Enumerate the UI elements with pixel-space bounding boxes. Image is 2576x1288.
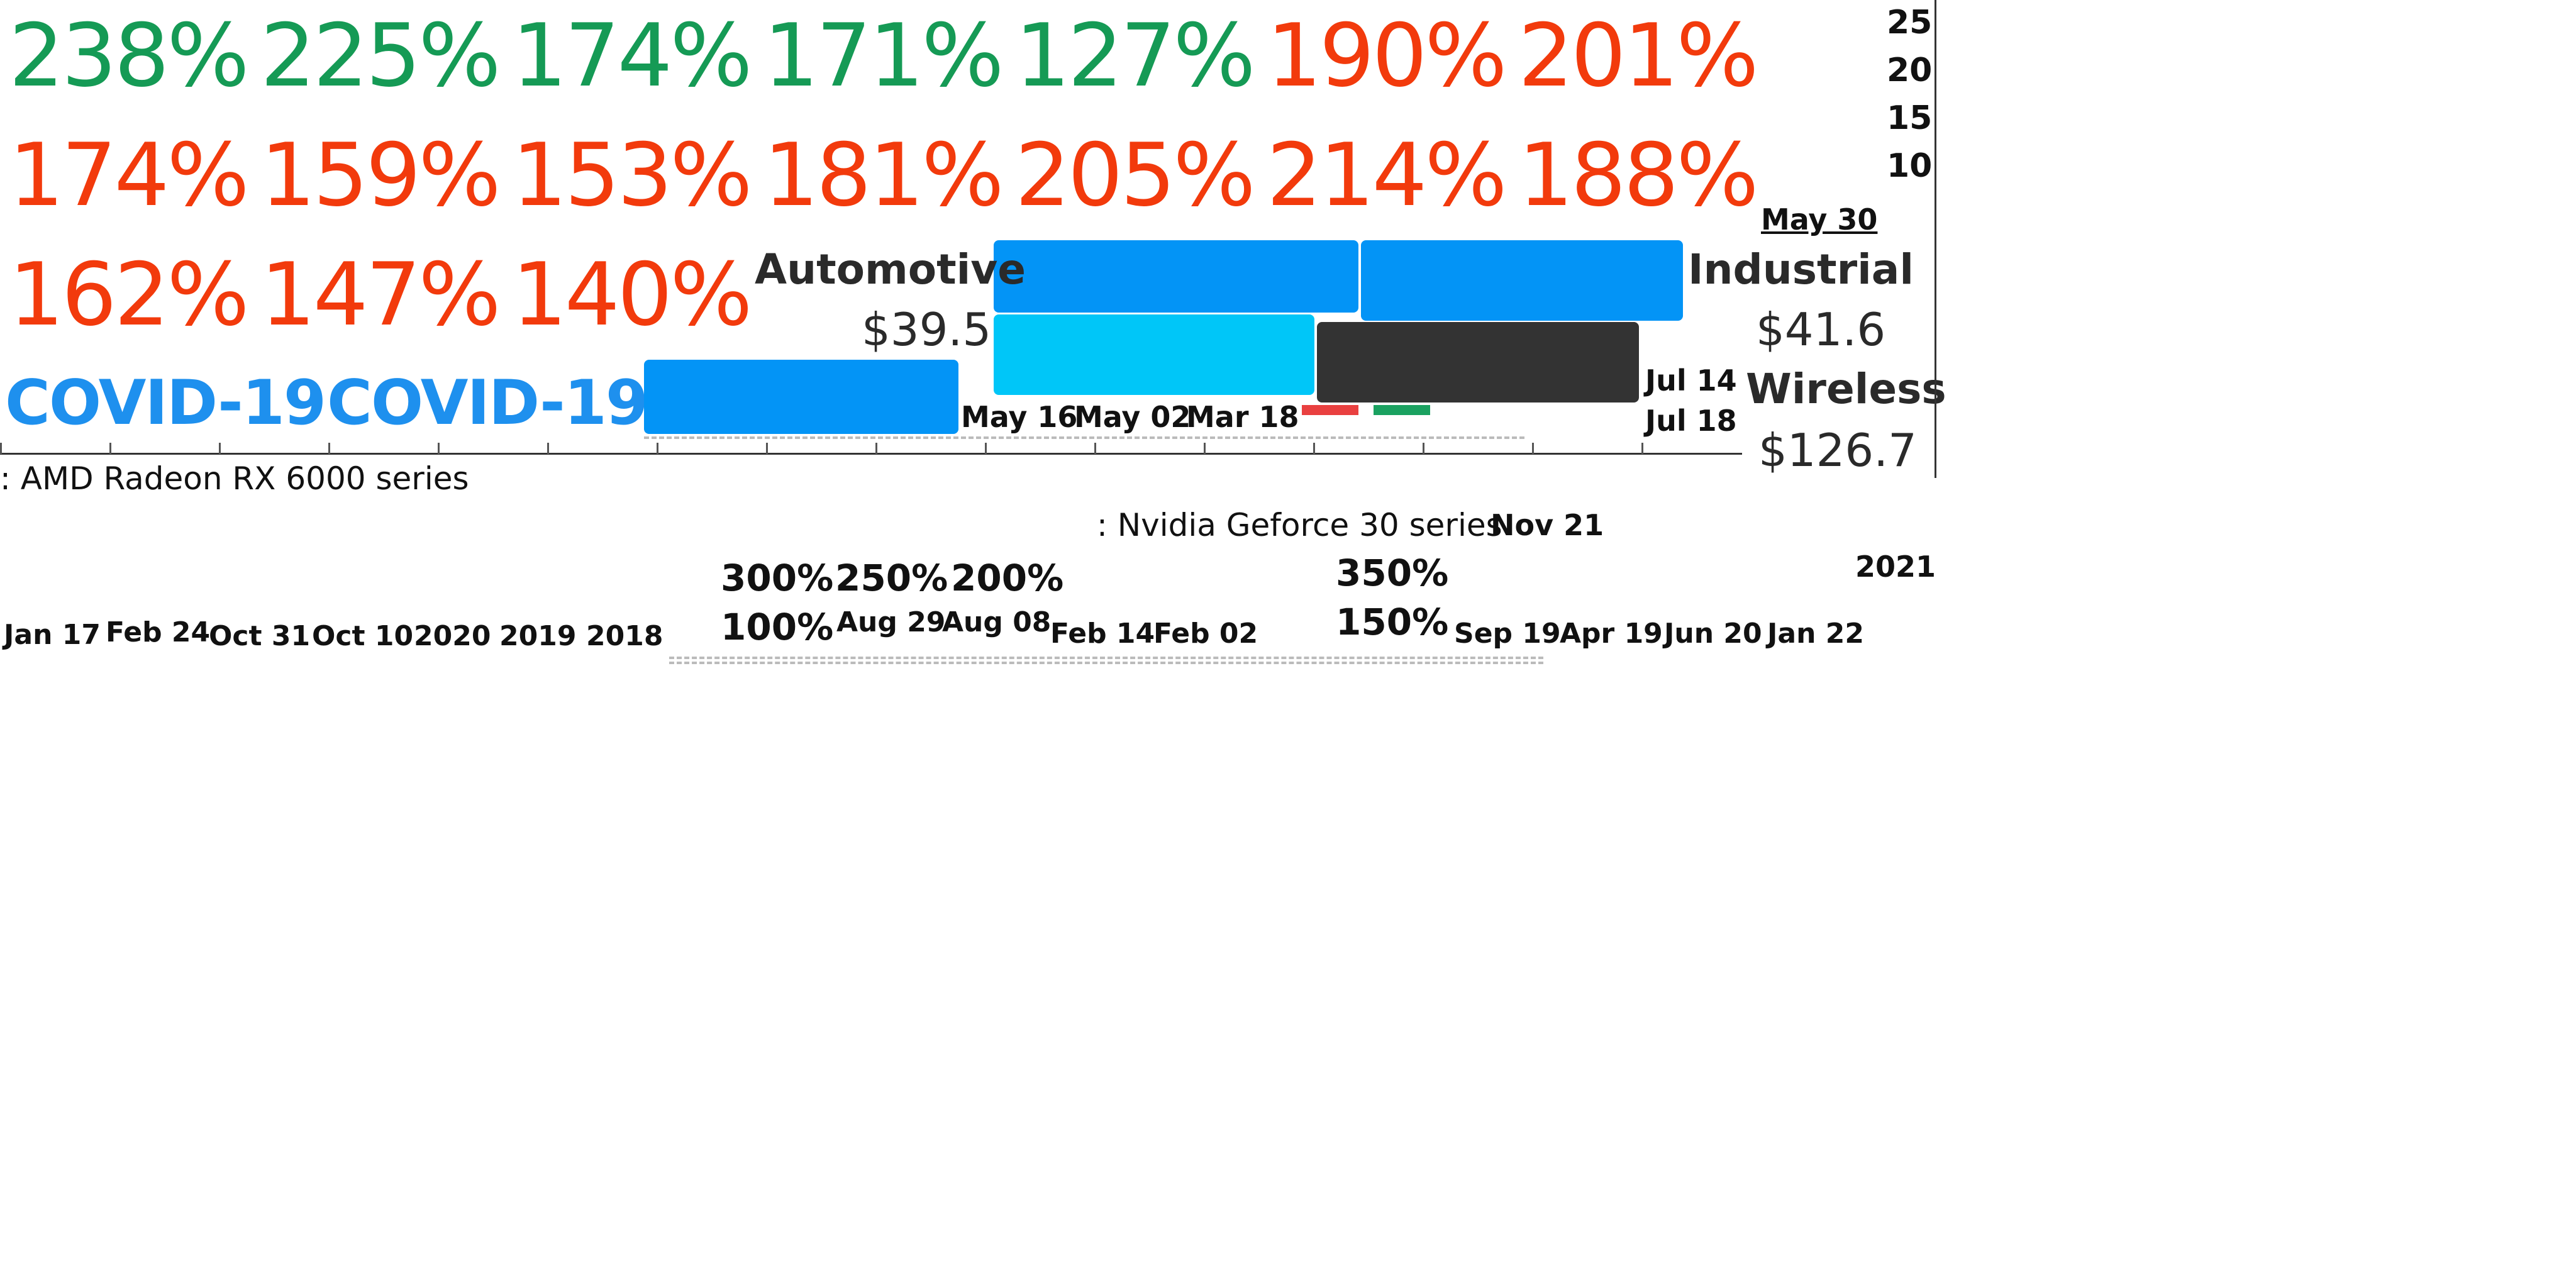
x-axis-tick (547, 443, 549, 454)
x-axis-tick (0, 443, 2, 454)
mid-percent-label: 250% (835, 557, 948, 599)
segment-value-wireless: $126.7 (1758, 424, 1917, 477)
date-label: Aug 29 (836, 606, 946, 638)
percent-cell: 188% (1518, 125, 1759, 226)
percent-cell: 174% (9, 125, 250, 226)
dashed-guide-lower-2 (669, 662, 1543, 664)
date-label: May 30 (1761, 203, 1878, 236)
date-label: Aug 08 (942, 606, 1052, 638)
x-axis-tick (1094, 443, 1096, 454)
segment-value-industrial: $41.6 (1756, 303, 1886, 356)
x-axis-tick (109, 443, 111, 454)
right-axis-line (1935, 0, 1936, 478)
percent-cell: 147% (260, 244, 501, 345)
percent-cell: 225% (260, 5, 501, 106)
date-label: Jan 22 (1767, 618, 1864, 650)
legend-nvidia: : Nvidia Geforce 30 series (1097, 507, 1502, 543)
chart-stage: 238% 225% 174% 171% 127% 190% 201% 174% 159% 153%… (0, 0, 1950, 692)
legend-swatch-green (1374, 405, 1430, 415)
percent-cell: 174% (512, 5, 753, 106)
y-tick-label: 10 (1887, 147, 1933, 185)
percent-cell: 201% (1518, 5, 1759, 106)
date-label: Feb 24 (106, 616, 211, 648)
percent-cell: 190% (1267, 5, 1507, 106)
percent-cell: 171% (763, 5, 1004, 106)
x-axis-tick (1313, 443, 1315, 454)
segment-value-automotive: $39.5 (862, 303, 992, 356)
bar-industrial (1361, 240, 1683, 321)
date-label: Jun 20 (1664, 618, 1762, 650)
date-label: Oct 10 (312, 620, 414, 652)
x-axis-tick (1641, 443, 1643, 454)
segment-label-industrial: Industrial (1688, 245, 1914, 294)
date-label: Jul 14 (1645, 364, 1737, 397)
date-label: 2019 (499, 620, 577, 652)
date-label: 2018 (586, 620, 663, 652)
x-axis-tick (1204, 443, 1206, 454)
mid-percent-label: 300% (721, 557, 834, 599)
bar-cyan (994, 314, 1314, 395)
x-axis-tick (1423, 443, 1424, 454)
percent-cell: 205% (1015, 125, 1256, 226)
x-axis-tick (219, 443, 221, 454)
percent-cell: 181% (763, 125, 1004, 226)
x-axis-tick (328, 443, 330, 454)
date-label: Feb 02 (1153, 618, 1258, 650)
mid-percent-label: 150% (1336, 601, 1449, 643)
bar-covid-block (644, 360, 958, 434)
y-tick-label: 25 (1887, 4, 1933, 42)
percent-cell: 162% (9, 244, 250, 345)
date-label: Nov 21 (1491, 508, 1604, 542)
percent-cell: 238% (9, 5, 250, 106)
x-axis-tick (657, 443, 658, 454)
date-label: 2020 (414, 620, 491, 652)
dashed-guide-upper (644, 436, 1524, 439)
date-label: Jul 18 (1645, 404, 1737, 438)
dashed-guide-lower (669, 657, 1543, 659)
segment-label-automotive: Automotive (755, 245, 1026, 294)
legend-amd: : AMD Radeon RX 6000 series (0, 460, 469, 497)
x-axis-tick (438, 443, 440, 454)
date-label: Mar 18 (1186, 400, 1299, 434)
bar-dark (1317, 322, 1639, 402)
x-axis-tick (875, 443, 877, 454)
mid-percent-label: 350% (1336, 552, 1449, 594)
date-label: Jan 17 (4, 619, 101, 651)
x-axis-tick (766, 443, 768, 454)
date-label: Apr 19 (1560, 618, 1663, 650)
percent-cell: 214% (1267, 125, 1507, 226)
percent-cell: 153% (512, 125, 753, 226)
percent-cell: 127% (1015, 5, 1256, 106)
mid-percent-label: 200% (951, 557, 1064, 599)
y-tick-label: 15 (1887, 99, 1933, 137)
percent-cell: 140% (512, 244, 753, 345)
date-label: 2021 (1855, 550, 1936, 584)
x-axis-tick (985, 443, 987, 454)
date-label: May 02 (1074, 400, 1191, 434)
percent-cell: 159% (260, 125, 501, 226)
date-label: May 16 (961, 400, 1078, 434)
bar-automotive (994, 240, 1358, 313)
date-label: Feb 14 (1050, 618, 1155, 650)
x-axis-tick (1532, 443, 1534, 454)
date-label: Sep 19 (1454, 618, 1561, 650)
mid-percent-label: 100% (721, 606, 834, 648)
event-label-covid-1: COVID-19 (5, 367, 326, 439)
legend-swatch-red (1302, 405, 1358, 415)
y-tick-label: 20 (1887, 52, 1933, 89)
event-label-covid-2: COVID-19 (327, 367, 648, 439)
segment-label-wireless: Wireless (1746, 365, 1946, 413)
date-label: Oct 31 (209, 620, 311, 652)
x-axis-line (0, 453, 1742, 455)
